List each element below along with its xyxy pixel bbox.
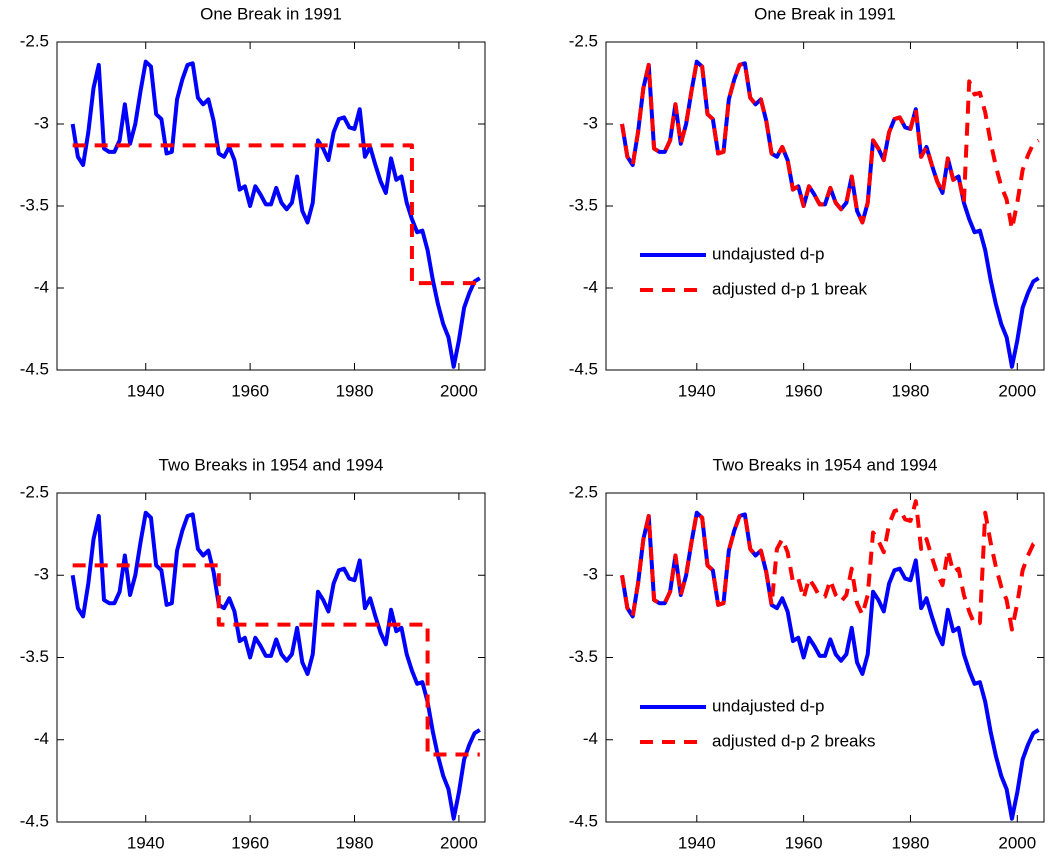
chart-title: Two Breaks in 1954 and 1994: [159, 455, 384, 474]
x-tick-label: 1980: [336, 833, 374, 852]
y-tick-label: -3: [34, 565, 49, 584]
data-line: [72, 563, 480, 757]
chart-title: Two Breaks in 1954 and 1994: [713, 455, 938, 474]
axes-box: [605, 41, 1045, 371]
x-tick-label: 1980: [336, 381, 374, 400]
data-line: [70, 59, 481, 369]
data-line: [70, 510, 481, 821]
axes-box: [56, 41, 486, 371]
x-tick-label: 1960: [231, 381, 269, 400]
x-tick-label: 1960: [785, 381, 823, 400]
chart-title: One Break in 1991: [754, 4, 896, 23]
data-line: [620, 499, 1040, 632]
y-tick-label: -3.5: [20, 647, 49, 666]
y-tick-label: -3: [34, 113, 49, 132]
y-tick-label: -3: [583, 113, 598, 132]
legend: undajusted d-p adjusted d-p 1 break: [640, 244, 867, 298]
legend-label: adjusted d-p 1 break: [712, 279, 867, 298]
legend-label: adjusted d-p 2 breaks: [712, 731, 876, 750]
y-tick-label: -3.5: [569, 647, 598, 666]
y-tick-label: -2.5: [20, 482, 49, 501]
legend-label: undajusted d-p: [712, 696, 824, 715]
data-line: [72, 143, 480, 286]
subplot: One Break in 1991 -2.5 -3 -3.5 -4 -4.5 1940 196…: [20, 4, 486, 400]
x-tick-label: 1980: [892, 833, 930, 852]
y-tick-label: -4: [583, 729, 598, 748]
y-tick-label: -4.5: [569, 359, 598, 378]
x-tick-label: 2000: [998, 833, 1036, 852]
axes-box: [56, 492, 486, 823]
axes-box: [605, 492, 1045, 823]
x-tick-label: 1960: [231, 833, 269, 852]
x-tick-label: 2000: [440, 833, 478, 852]
y-tick-label: -4: [34, 729, 49, 748]
y-tick-label: -4: [583, 277, 598, 296]
legend-label: undajusted d-p: [712, 244, 824, 263]
subplot: Two Breaks in 1954 and 1994 -2.5 -3 -3.5 -4 -…: [20, 455, 486, 852]
x-tick-label: 1940: [678, 381, 716, 400]
y-tick-label: -4.5: [20, 359, 49, 378]
x-tick-label: 2000: [998, 381, 1036, 400]
y-tick-label: -3.5: [569, 195, 598, 214]
x-tick-label: 2000: [440, 381, 478, 400]
x-tick-label: 1940: [678, 833, 716, 852]
x-tick-label: 1980: [892, 381, 930, 400]
y-tick-label: -2.5: [569, 31, 598, 50]
y-tick-label: -3.5: [20, 195, 49, 214]
x-tick-label: 1960: [785, 833, 823, 852]
y-tick-label: -2.5: [569, 482, 598, 501]
x-tick-label: 1940: [127, 381, 165, 400]
legend: undajusted d-p adjusted d-p 2 breaks: [640, 696, 876, 750]
x-tick-label: 1940: [127, 833, 165, 852]
y-tick-label: -4: [34, 277, 49, 296]
subplot: One Break in 1991 -2.5 -3 -3.5 -4 -4.5 1940 196…: [569, 4, 1045, 400]
y-tick-label: -4.5: [569, 811, 598, 830]
y-tick-label: -4.5: [20, 811, 49, 830]
data-line: [620, 59, 1040, 231]
y-tick-label: -2.5: [20, 31, 49, 50]
chart-title: One Break in 1991: [200, 4, 342, 23]
y-tick-label: -3: [583, 565, 598, 584]
subplot: Two Breaks in 1954 and 1994 -2.5 -3 -3.5 -4 -…: [569, 455, 1045, 852]
